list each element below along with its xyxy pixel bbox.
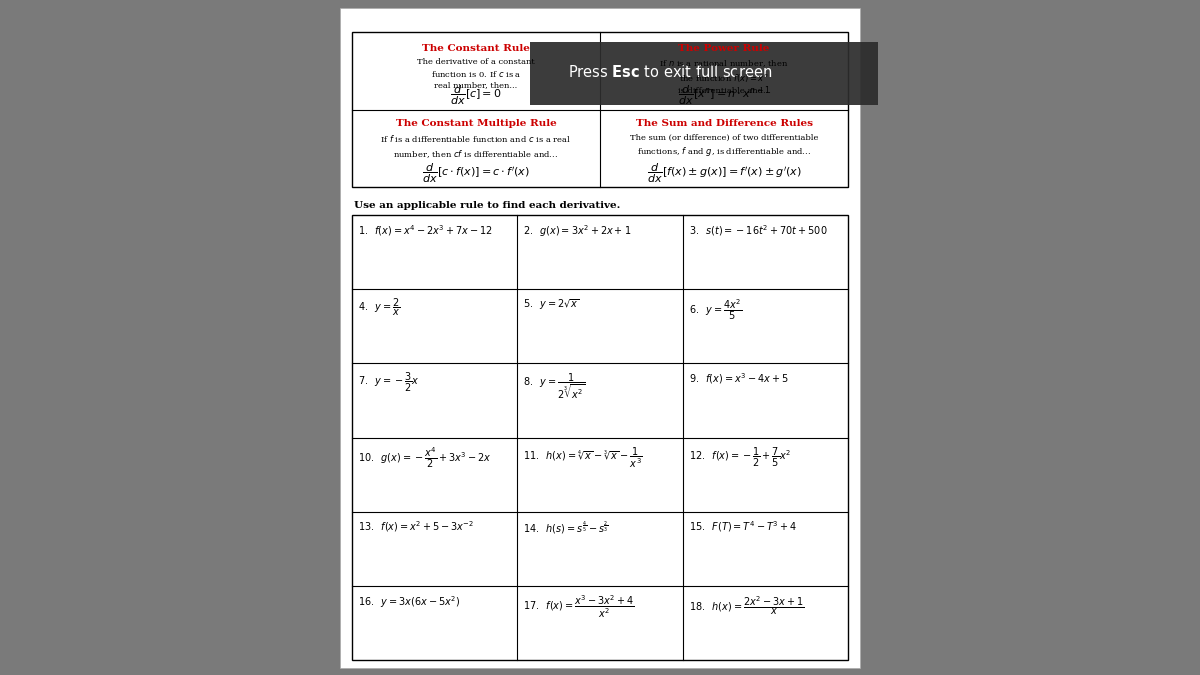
Text: The Power Rule: The Power Rule: [678, 44, 769, 53]
Text: $11.\;\; h(x)=\sqrt[4]{x}-\sqrt[3]{x}-\dfrac{1}{x^3}$: $11.\;\; h(x)=\sqrt[4]{x}-\sqrt[3]{x}-\d…: [523, 446, 643, 470]
Text: $8.\;\; y=\dfrac{1}{2\sqrt[3]{x^2}}$: $8.\;\; y=\dfrac{1}{2\sqrt[3]{x^2}}$: [523, 371, 586, 401]
Text: $16.\;\; y=3x(6x-5x^2)$: $16.\;\; y=3x(6x-5x^2)$: [358, 594, 460, 610]
Text: $6.\;\; y=\dfrac{4x^2}{5}$: $6.\;\; y=\dfrac{4x^2}{5}$: [689, 297, 742, 322]
Text: Use an applicable rule to find each derivative.: Use an applicable rule to find each deri…: [354, 201, 620, 210]
Text: $7.\;\; y=-\dfrac{3}{2}x$: $7.\;\; y=-\dfrac{3}{2}x$: [358, 371, 420, 394]
Text: $1.\;\; f(x)=x^4-2x^3+7x-12$: $1.\;\; f(x)=x^4-2x^3+7x-12$: [358, 223, 492, 238]
Text: $4.\;\; y=\dfrac{2}{x}$: $4.\;\; y=\dfrac{2}{x}$: [358, 297, 401, 318]
Text: If $n$ is a rational number, then
the function $f(x)=x^n$
is differentiable and.: If $n$ is a rational number, then the fu…: [659, 58, 788, 95]
Text: $13.\;\; f(x)=x^2+5-3x^{-2}$: $13.\;\; f(x)=x^2+5-3x^{-2}$: [358, 520, 474, 535]
Text: The Constant Multiple Rule: The Constant Multiple Rule: [396, 119, 557, 128]
Text: $3.\;\; s(t)=-16t^2+70t+500$: $3.\;\; s(t)=-16t^2+70t+500$: [689, 223, 827, 238]
Text: $\dfrac{d}{dx}\left[f(x)\pm g(x)\right]=f'(x)\pm g'(x)$: $\dfrac{d}{dx}\left[f(x)\pm g(x)\right]=…: [647, 161, 802, 185]
Text: The Constant Rule: The Constant Rule: [422, 44, 530, 53]
Text: $\dfrac{d}{dx}\left[c\right]=0$: $\dfrac{d}{dx}\left[c\right]=0$: [450, 84, 502, 107]
Bar: [352, 32, 848, 187]
Text: $10.\;\; g(x)=-\dfrac{x^4}{2}+3x^3-2x$: $10.\;\; g(x)=-\dfrac{x^4}{2}+3x^3-2x$: [358, 446, 492, 470]
Text: $14.\;\; h(s)=s^{\frac{4}{5}}-s^{\frac{2}{3}}$: $14.\;\; h(s)=s^{\frac{4}{5}}-s^{\frac{2…: [523, 520, 610, 536]
Text: The Sum and Difference Rules: The Sum and Difference Rules: [636, 119, 812, 128]
Text: The sum (or difference) of two differentiable
functions, $f$ and $g$, is differe: The sum (or difference) of two different…: [630, 134, 818, 158]
Text: $12.\;\; f(x)=-\dfrac{1}{2}+\dfrac{7}{5}x^2$: $12.\;\; f(x)=-\dfrac{1}{2}+\dfrac{7}{5}…: [689, 446, 791, 468]
Text: $\dfrac{d}{dx}\left[x^n\right]=n\cdot x^{n-1}$: $\dfrac{d}{dx}\left[x^n\right]=n\cdot x^…: [678, 84, 770, 107]
Text: $15.\;\; F(T)=T^4-T^3+4$: $15.\;\; F(T)=T^4-T^3+4$: [689, 520, 797, 535]
Text: Press $\mathbf{Esc}$ to exit full screen: Press $\mathbf{Esc}$ to exit full screen: [568, 64, 772, 80]
Text: The derivative of a constant
function is 0. If $c$ is a
real number, then...: The derivative of a constant function is…: [418, 58, 535, 90]
Bar: [352, 215, 848, 660]
Text: $5.\;\; y=2\sqrt{x}$: $5.\;\; y=2\sqrt{x}$: [523, 297, 580, 312]
Text: $2.\;\; g(x)=3x^2+2x+1$: $2.\;\; g(x)=3x^2+2x+1$: [523, 223, 631, 239]
Bar: [530, 42, 878, 105]
Text: $18.\;\; h(x)=\dfrac{2x^2-3x+1}{x}$: $18.\;\; h(x)=\dfrac{2x^2-3x+1}{x}$: [689, 594, 804, 617]
Text: If $f$ is a differentiable function and $c$ is a real
number, then $cf$ is diffe: If $f$ is a differentiable function and …: [380, 134, 571, 160]
Bar: [340, 8, 860, 668]
Text: $\dfrac{d}{dx}\left[c\cdot f(x)\right]=c\cdot f'(x)$: $\dfrac{d}{dx}\left[c\cdot f(x)\right]=c…: [422, 161, 530, 185]
Text: $17.\;\; f(x)=\dfrac{x^3-3x^2+4}{x^2}$: $17.\;\; f(x)=\dfrac{x^3-3x^2+4}{x^2}$: [523, 594, 635, 620]
Text: $9.\;\; f(x)=x^3-4x+5$: $9.\;\; f(x)=x^3-4x+5$: [689, 371, 788, 386]
